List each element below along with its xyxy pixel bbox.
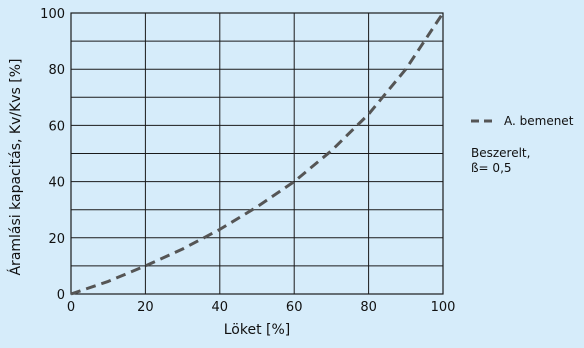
y-tick-label: 60 — [48, 119, 65, 134]
x-tick-label: 60 — [286, 300, 303, 315]
y-axis-label: Áramlási kapacitás, Kv/Kvs [%] — [7, 58, 24, 275]
x-tick-label: 40 — [212, 300, 229, 315]
legend-note-line-1: Beszerelt, — [471, 146, 530, 160]
x-tick-label: 20 — [137, 300, 154, 315]
y-tick-label: 0 — [57, 288, 65, 303]
x-tick-label: 100 — [431, 300, 456, 315]
y-tick-label: 100 — [40, 7, 65, 22]
x-axis-label: Löket [%] — [224, 322, 291, 338]
legend-entry-label: A. bemenet — [504, 114, 574, 128]
y-tick-label: 40 — [48, 176, 65, 191]
x-tick-label: 0 — [67, 300, 75, 315]
legend-note-line-2: ß= 0,5 — [471, 161, 512, 175]
y-tick-label: 80 — [48, 63, 65, 78]
series-line-a-bemenet — [70, 12, 445, 296]
legend: A. bemenet Beszerelt, ß= 0,5 — [471, 114, 574, 175]
grid-layer — [70, 12, 444, 295]
series-layer — [70, 12, 445, 296]
x-tick-label: 80 — [360, 300, 377, 315]
tick-labels: 0 20 40 60 80 100 0 20 40 60 80 100 — [40, 7, 455, 315]
y-tick-label: 20 — [48, 232, 65, 247]
